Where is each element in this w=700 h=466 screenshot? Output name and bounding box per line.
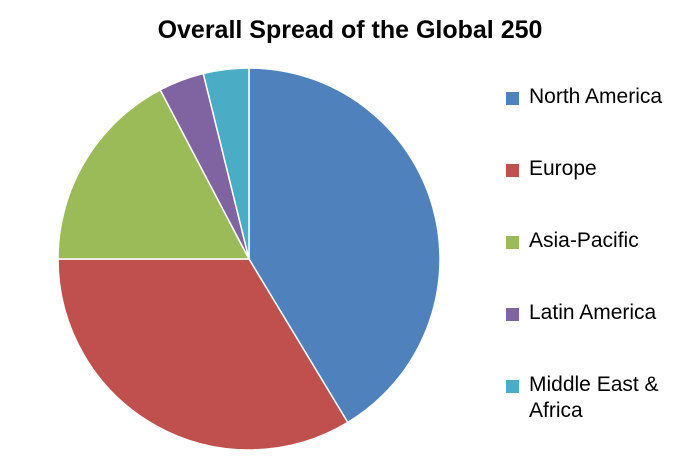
legend-swatch-asia-pacific	[506, 236, 519, 249]
legend-label-north-america: North America	[529, 85, 663, 108]
legend-swatch-middle-east-africa	[506, 380, 519, 393]
pie-slices	[57, 67, 441, 451]
legend-label-europe: Europe	[529, 157, 597, 180]
legend-swatch-europe	[506, 164, 519, 177]
pie-slice-europe	[57, 258, 349, 451]
legend-label-latin-america: Latin America	[529, 301, 657, 324]
pie-slice-middle-east-africa	[202, 67, 250, 260]
chart-title: Overall Spread of the Global 250	[157, 16, 543, 44]
legend-label-middle-east-africa: Middle East & Africa	[529, 373, 659, 422]
legend-item-latin-america: Latin America	[506, 300, 694, 326]
legend-item-europe: Europe	[506, 156, 694, 182]
legend-item-north-america: North America	[506, 84, 694, 110]
legend-swatch-north-america	[506, 92, 519, 105]
legend-label-asia-pacific: Asia-Pacific	[529, 229, 639, 252]
legend-item-middle-east-africa: Middle East & Africa	[506, 372, 694, 424]
pie-slice-north-america	[248, 67, 441, 424]
legend-item-asia-pacific: Asia-Pacific	[506, 228, 694, 254]
pie-slice-asia-pacific	[57, 88, 251, 260]
legend-swatch-latin-america	[506, 308, 519, 321]
